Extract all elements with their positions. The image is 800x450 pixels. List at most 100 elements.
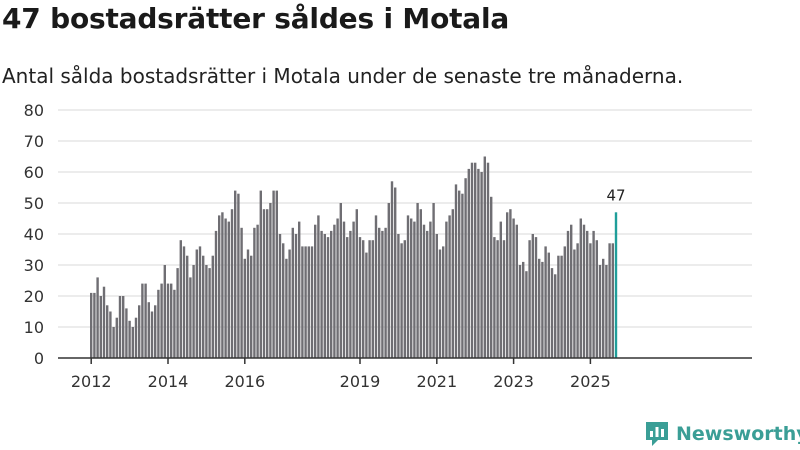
bar	[547, 252, 550, 358]
bar	[461, 193, 464, 358]
bar	[598, 265, 602, 358]
bar	[554, 274, 557, 358]
bar	[586, 230, 589, 358]
bar	[493, 237, 496, 358]
bar	[349, 230, 352, 358]
bar	[150, 311, 154, 358]
bar	[192, 265, 195, 358]
bar	[502, 240, 506, 358]
x-tick-label: 2023	[493, 372, 534, 391]
bar	[189, 277, 192, 358]
bar	[371, 240, 374, 358]
bar	[323, 234, 326, 358]
bar	[534, 237, 538, 358]
bar	[352, 221, 355, 358]
brand-name: Newsworthy	[676, 423, 800, 445]
y-tick-label: 50	[24, 194, 44, 213]
bar	[336, 218, 339, 358]
bar	[422, 224, 426, 358]
bar	[342, 221, 346, 358]
chart-subtitle: Antal sålda bostadsrätter i Motala under…	[2, 64, 684, 88]
bar	[221, 212, 224, 358]
bar	[458, 190, 461, 358]
bar	[285, 258, 288, 358]
bar	[272, 190, 275, 358]
bar	[528, 240, 531, 358]
bar	[608, 243, 611, 358]
bar	[445, 221, 448, 358]
bar	[531, 234, 534, 358]
bar	[250, 255, 253, 358]
bar	[138, 305, 141, 358]
bar	[432, 203, 435, 358]
bar	[560, 255, 563, 358]
bar	[246, 249, 250, 358]
bar	[259, 190, 262, 358]
bar	[390, 181, 394, 358]
bar	[573, 249, 576, 358]
bar	[605, 265, 608, 358]
bar	[566, 230, 570, 358]
bar	[109, 311, 112, 358]
bar	[326, 237, 330, 358]
bar	[410, 218, 413, 358]
bar	[106, 305, 109, 358]
bar	[202, 255, 205, 358]
bar	[160, 283, 163, 358]
bar	[592, 230, 595, 358]
bar-value-label: 47	[606, 186, 625, 204]
bar	[550, 268, 554, 358]
bar	[454, 184, 458, 358]
bar	[134, 317, 138, 358]
bar	[381, 230, 384, 358]
bar	[483, 156, 486, 358]
bar	[99, 296, 102, 358]
bar	[544, 246, 547, 358]
bar	[230, 209, 234, 358]
bar	[442, 246, 445, 358]
bar	[374, 215, 378, 358]
bar	[557, 255, 560, 358]
bar	[269, 203, 272, 358]
bar	[477, 168, 480, 358]
bar	[365, 252, 368, 358]
bar	[448, 215, 451, 358]
bar	[486, 162, 490, 358]
bar	[512, 218, 515, 358]
bar	[282, 243, 285, 358]
bar	[355, 209, 358, 358]
bar	[403, 240, 406, 358]
bar	[173, 289, 176, 358]
bar	[186, 255, 189, 358]
bar	[490, 196, 493, 358]
bar	[589, 243, 592, 358]
x-tick-label: 2019	[340, 372, 381, 391]
bar	[179, 240, 182, 358]
bar	[234, 190, 237, 358]
bar	[429, 221, 432, 358]
bar	[243, 258, 246, 358]
bar	[163, 265, 166, 358]
bar	[205, 265, 208, 358]
bar	[400, 243, 403, 358]
bar	[182, 246, 186, 358]
bar	[413, 221, 416, 358]
y-tick-label: 70	[24, 132, 44, 151]
bar	[515, 224, 518, 358]
bar	[288, 249, 291, 358]
bar	[346, 237, 349, 358]
y-tick-label: 20	[24, 287, 44, 306]
bar	[198, 246, 202, 358]
bar	[128, 320, 131, 358]
bar	[563, 246, 566, 358]
bar	[147, 302, 150, 358]
bar	[438, 249, 442, 358]
highlight-bar	[614, 212, 618, 358]
bar	[496, 240, 499, 358]
bar	[419, 209, 422, 358]
bar	[362, 240, 365, 358]
bar	[195, 249, 198, 358]
bar	[310, 246, 314, 358]
bar	[525, 271, 528, 358]
